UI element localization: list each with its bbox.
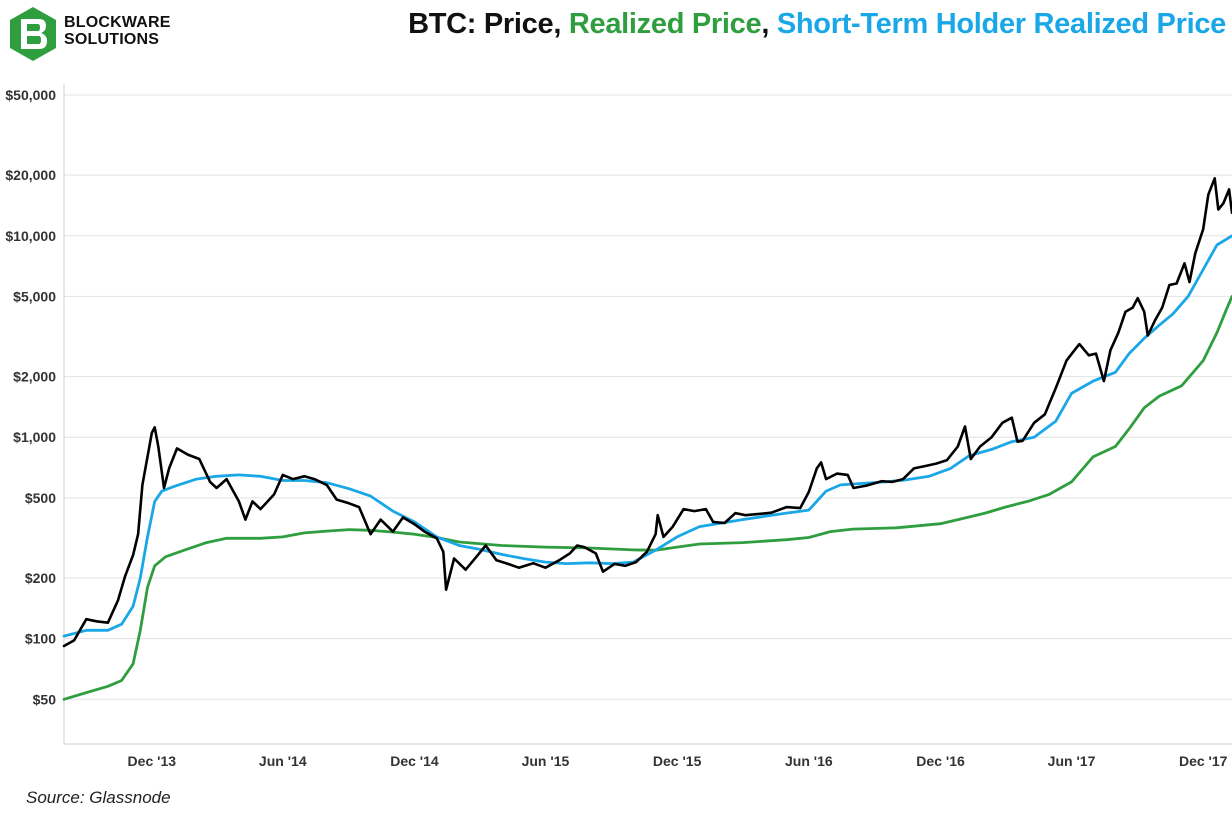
y-axis-labels: $50 $100 $200 $500 $1,000 $2,000 $5,000 $10,000… xyxy=(5,87,56,707)
x-tick-label: Dec '15 xyxy=(653,753,702,769)
x-tick-label: Dec '14 xyxy=(390,753,439,769)
logo-bs-mark-icon xyxy=(21,19,47,49)
title-realized-price: Realized Price xyxy=(568,8,762,40)
x-tick-label: Dec '16 xyxy=(916,753,965,769)
y-tick-label: $100 xyxy=(25,631,56,647)
series-lines xyxy=(62,177,1232,701)
chart-title: BTC: Price, Realized Price, Short-Term H… xyxy=(408,8,1226,41)
title-separator-2: , xyxy=(761,8,777,40)
y-tick-label: $20,000 xyxy=(5,167,56,183)
gridlines xyxy=(64,94,1232,700)
y-tick-label: $200 xyxy=(25,570,56,586)
title-separator-1: , xyxy=(553,8,569,40)
brand-name-line2: SOLUTIONS xyxy=(64,31,160,48)
axes xyxy=(63,84,1232,745)
y-tick-label: $500 xyxy=(25,490,56,506)
x-tick-label: Jun '14 xyxy=(259,753,307,769)
y-tick-label: $2,000 xyxy=(13,369,56,385)
x-tick-label: Jun '16 xyxy=(785,753,833,769)
blockware-logo xyxy=(10,7,56,61)
series-line-short-term-holder-realized-price xyxy=(62,234,1232,638)
x-axis-labels: Dec '13 Jun '14 Dec '14 Jun '15 Dec '15 Jun '… xyxy=(128,753,1228,769)
title-price: BTC: Price xyxy=(408,8,554,40)
x-tick-label: Jun '17 xyxy=(1048,753,1096,769)
x-tick-label: Jun '15 xyxy=(522,753,570,769)
brand-name: BLOCKWARE SOLUTIONS xyxy=(64,14,171,48)
y-tick-label: $50 xyxy=(33,691,57,707)
y-tick-label: $5,000 xyxy=(13,288,56,304)
source-note: Source: Glassnode xyxy=(26,788,171,807)
y-tick-label: $50,000 xyxy=(5,87,56,103)
y-tick-label: $1,000 xyxy=(13,429,56,445)
brand-name-line1: BLOCKWARE xyxy=(64,14,171,31)
title-sth-realized-price: Short-Term Holder Realized Price xyxy=(776,8,1226,40)
y-tick-label: $10,000 xyxy=(5,228,56,244)
x-tick-label: Dec '13 xyxy=(128,753,177,769)
x-tick-label: Dec '17 xyxy=(1179,753,1228,769)
series-line-price xyxy=(62,177,1232,648)
